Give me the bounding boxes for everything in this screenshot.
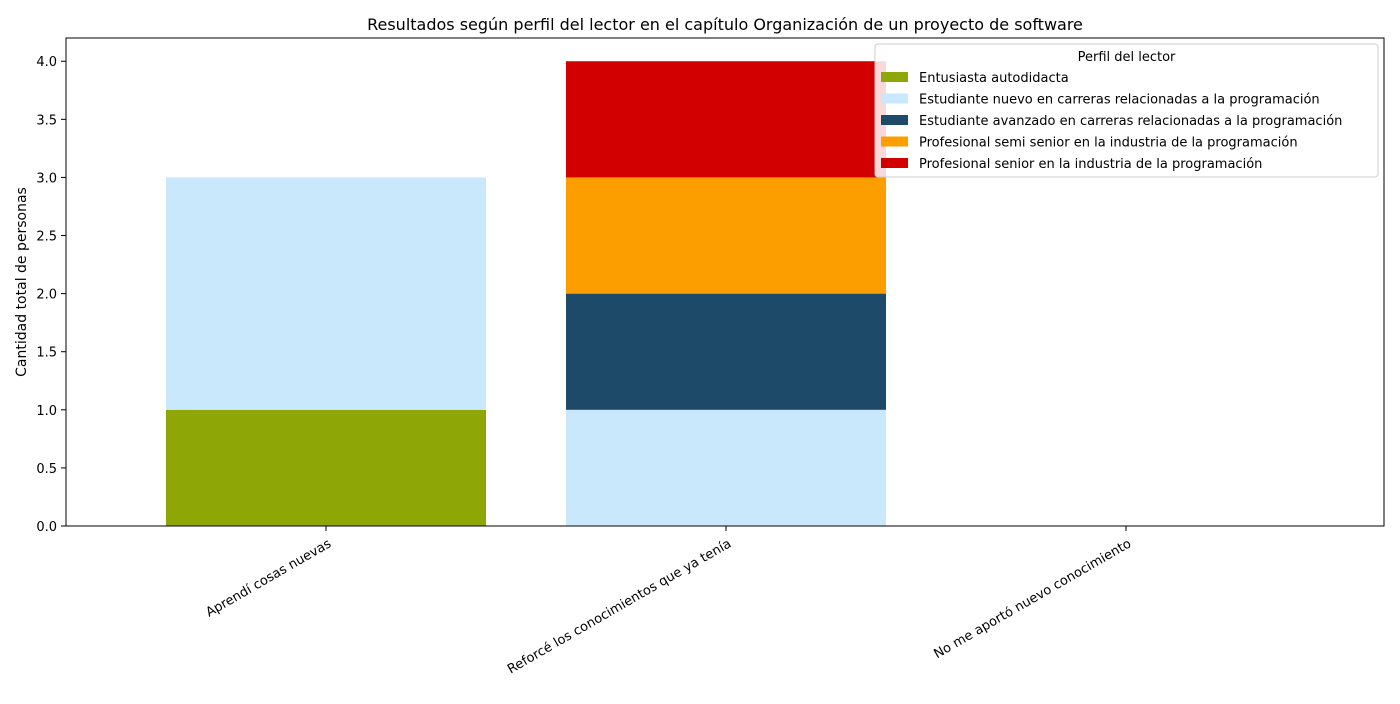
y-tick-label: 2.5 xyxy=(36,230,57,245)
y-axis-label: Cantidad total de personas xyxy=(14,187,30,377)
legend-entry-label: Estudiante avanzado en carreras relacion… xyxy=(919,114,1342,129)
legend-entry-label: Profesional senior en la industria de la… xyxy=(919,157,1262,172)
y-tick-label: 4.0 xyxy=(36,55,57,70)
legend-entry-label: Estudiante nuevo en carreras relacionada… xyxy=(919,93,1320,108)
legend-entry-label: Profesional semi senior en la industria … xyxy=(919,136,1298,151)
legend-title: Perfil del lector xyxy=(1078,50,1176,65)
bar-segment xyxy=(166,177,486,410)
y-axis: 0.0 0.5 1.0 1.5 2.0 2.5 3.0 3.5 4.0 xyxy=(36,55,66,535)
y-tick-label: 3.5 xyxy=(36,113,57,128)
bar-segment xyxy=(566,409,886,526)
legend: Perfil del lector Entusiasta autodidacta E… xyxy=(874,43,1379,178)
bar-segment xyxy=(566,293,886,410)
y-tick-label: 1.5 xyxy=(36,346,57,361)
y-tick-label: 1.0 xyxy=(36,404,57,419)
y-tick-label: 2.0 xyxy=(36,288,57,303)
legend-box xyxy=(874,43,1379,178)
y-tick-label: 0.0 xyxy=(36,520,57,535)
legend-swatch xyxy=(881,115,908,125)
bar-segment xyxy=(566,61,886,178)
chart-title: Resultados según perfil del lector en el… xyxy=(367,15,1083,34)
legend-swatch xyxy=(881,158,908,168)
y-tick-label: 3.0 xyxy=(36,171,57,186)
legend-swatch xyxy=(881,136,908,147)
legend-swatch xyxy=(881,72,908,82)
y-tick-label: 0.5 xyxy=(36,462,57,477)
bars-layer xyxy=(166,61,886,526)
legend-entry-label: Entusiasta autodidacta xyxy=(919,71,1069,86)
bar-segment xyxy=(166,409,486,526)
legend-swatch xyxy=(881,93,908,104)
plot-frame xyxy=(65,37,1385,527)
bar-segment xyxy=(566,177,886,294)
